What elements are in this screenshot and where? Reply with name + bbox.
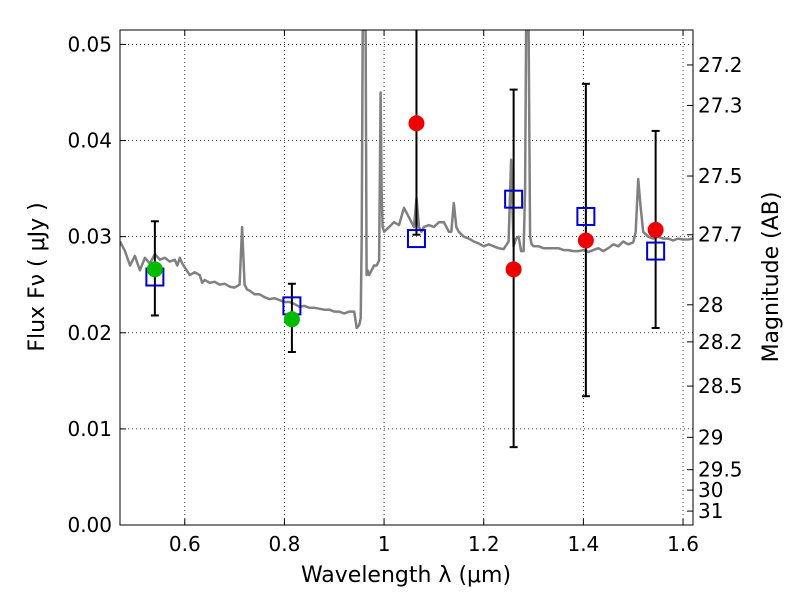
model-photometry-square — [576, 206, 596, 226]
x-tick-label: 1.4 — [567, 532, 599, 556]
magnitude-tick-label: 27.5 — [698, 164, 743, 188]
magnitude-tick-label: 27.7 — [698, 223, 743, 247]
x-tick-label: 0.6 — [169, 532, 201, 556]
model-spectrum-layer — [120, 30, 693, 330]
y-tick-label: 0.01 — [67, 417, 112, 441]
magnitude-tick-label: 27.2 — [698, 53, 743, 77]
y-axis-ticks: 0.00 0.01 0.02 0.03 0.04 0.05 — [67, 32, 126, 537]
x-tick-label: 0.8 — [269, 532, 301, 556]
y-tick-label: 0.02 — [67, 321, 112, 345]
magnitude-axis-label: Magnitude (AB) — [759, 192, 784, 363]
x-axis-ticks: 0.6 0.8 1 1.2 1.4 1.6 — [169, 30, 699, 556]
magnitude-tick-label: 28.5 — [698, 374, 743, 398]
observed-flux-point — [283, 311, 300, 328]
x-tick-label: 1.6 — [667, 532, 699, 556]
magnitude-tick-label: 28 — [698, 293, 723, 317]
y-tick-label: 0.03 — [67, 225, 112, 249]
x-axis-label: Wavelength λ (μm) — [301, 563, 511, 588]
magnitude-tick-label: 29 — [698, 425, 723, 449]
plot-frame — [119, 29, 694, 526]
observed-flux-point — [577, 232, 594, 249]
magnitude-tick-label: 30 — [698, 478, 723, 502]
model-photometry-square — [406, 229, 426, 249]
x-tick-label: 1 — [378, 532, 391, 556]
grid-lines — [120, 30, 693, 526]
observed-flux-point — [647, 221, 664, 238]
observed-flux-point — [408, 115, 425, 132]
observed-flux-point — [505, 261, 522, 278]
magnitude-tick-label: 31 — [698, 499, 723, 523]
magnitude-tick-label: 28.2 — [698, 330, 743, 354]
magnitude-tick-label: 27.3 — [698, 93, 743, 117]
y-tick-label: 0.04 — [67, 129, 112, 153]
plot-background — [120, 30, 693, 525]
model-photometry-square — [646, 241, 666, 261]
model-photometry-square — [504, 189, 524, 209]
x-tick-label: 1.2 — [468, 532, 500, 556]
magnitude-tick-label: 29.5 — [698, 458, 743, 482]
model-spectrum-line — [120, 30, 693, 330]
y-axis-label: Flux Fν ( μJy ) — [25, 202, 50, 351]
observed-flux-point — [146, 261, 163, 278]
y-tick-label: 0.00 — [67, 513, 112, 537]
marker-layer — [145, 115, 666, 328]
y-tick-label: 0.05 — [67, 32, 112, 56]
